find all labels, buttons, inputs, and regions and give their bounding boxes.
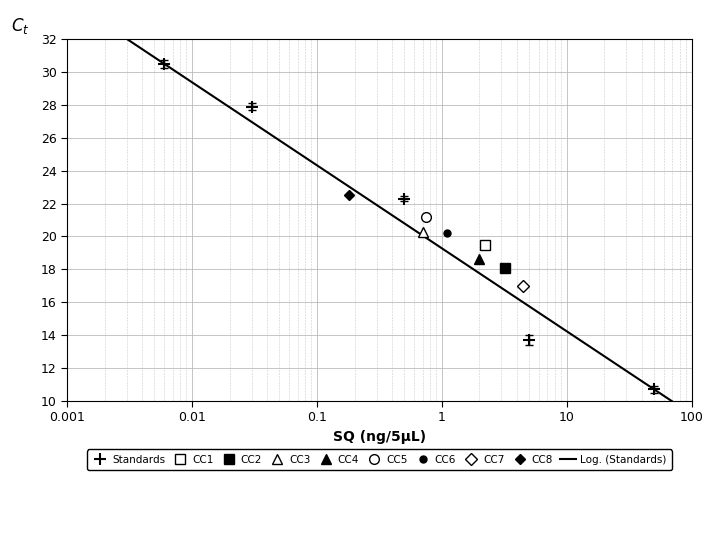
- Standards: [400, 195, 408, 202]
- Standards: [160, 60, 168, 67]
- Standards: [525, 337, 534, 343]
- Line: Standards: Standards: [158, 58, 660, 395]
- Log. (Standards): [401, 221, 410, 227]
- Log. (Standards): [363, 195, 372, 202]
- Log. (Standards): [63, 0, 71, 3]
- Legend: Standards, CC1, CC2, CC3, CC4, CC5, CC6, CC7, CC8, Log. (Standards): Standards, CC1, CC2, CC3, CC4, CC5, CC6,…: [87, 449, 672, 470]
- Log. (Standards): [359, 193, 368, 200]
- X-axis label: SQ (ng/5μL): SQ (ng/5μL): [333, 430, 426, 444]
- Text: $C_t$: $C_t$: [11, 16, 30, 36]
- Log. (Standards): [688, 411, 696, 417]
- Line: Log. (Standards): Log. (Standards): [67, 0, 692, 414]
- Standards: [650, 386, 659, 393]
- Log. (Standards): [435, 243, 444, 249]
- Log. (Standards): [672, 401, 681, 408]
- Standards: [247, 103, 256, 110]
- Log. (Standards): [575, 336, 583, 343]
